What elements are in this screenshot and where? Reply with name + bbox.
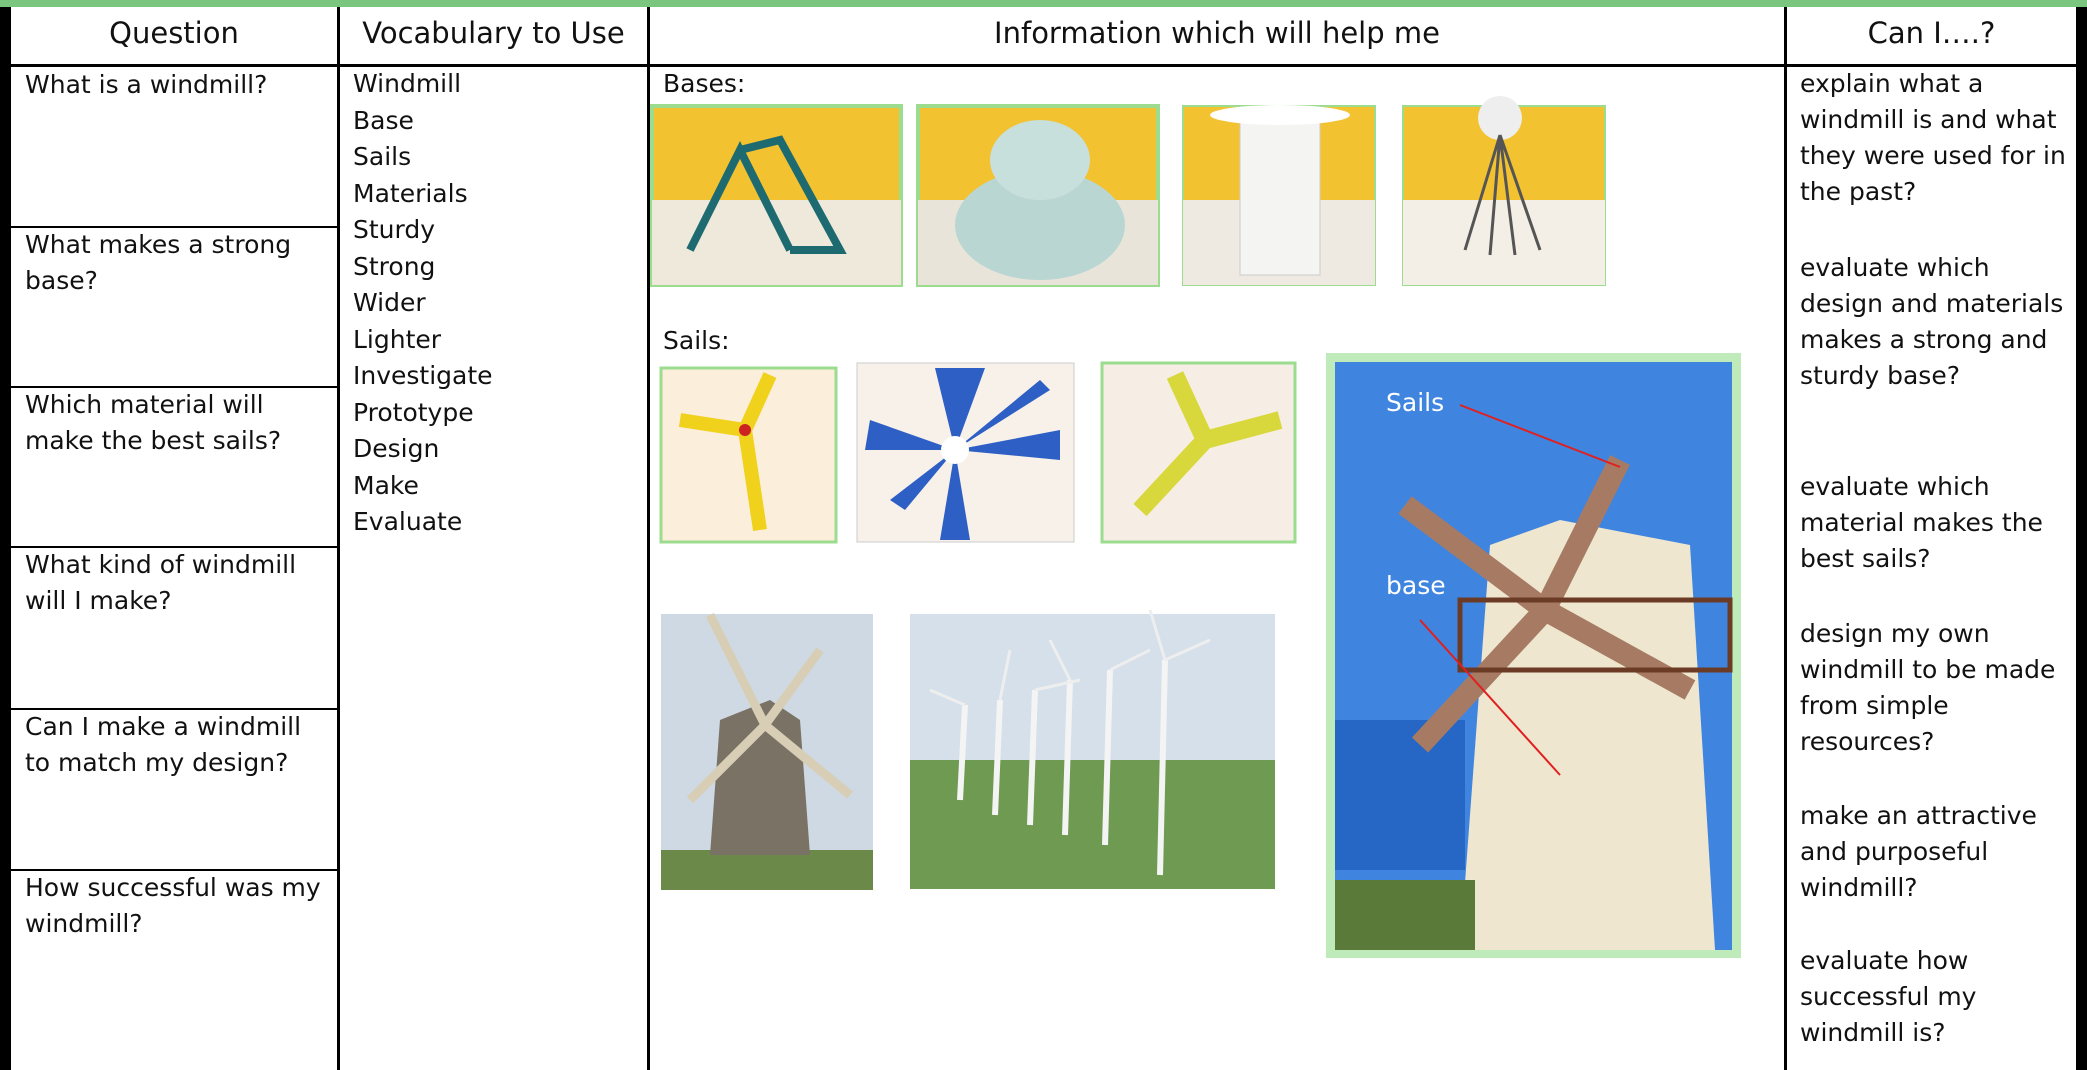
vocabulary-word: Lighter [353,322,441,358]
sails-label: Sails: [663,326,730,355]
annotation: base [1386,571,1446,600]
question: What is a windmill? [25,67,330,103]
can-i-item: design my own windmill to be made from s… [1800,616,2075,760]
base-photo [652,106,901,285]
vocabulary-word: Prototype [353,395,474,431]
vocabulary-word: Investigate [353,358,493,394]
vocabulary-word: Make [353,468,419,504]
turbine-photo [910,610,1275,889]
windmill-photo [661,614,873,890]
can-i-item: make an attractive and purposeful windmi… [1800,798,2075,906]
vocabulary-word: Strong [353,249,435,285]
vocabulary-word: Base [353,103,414,139]
sail-photo [661,368,836,542]
windmill-photo [1326,353,1741,958]
vocabulary-word: Windmill [353,66,461,102]
annotation: Sails [1386,388,1444,417]
row-line [11,708,337,710]
sail-photo [1102,363,1295,542]
question: How successful was my windmill? [25,870,330,942]
can-i-item: evaluate which design and materials make… [1800,250,2075,394]
can-i-item: evaluate how successful my windmill is? [1800,943,2075,1051]
vocabulary-word: Sails [353,139,411,175]
question: What kind of windmill will I make? [25,547,330,619]
vocabulary-word: Sturdy [353,212,435,248]
base-photo [1183,105,1375,285]
row-line [11,869,337,871]
row-line [11,546,337,548]
vocabulary-word: Materials [353,176,468,212]
question: What makes a strong base? [25,227,330,299]
page: Question Vocabulary to Use Information w… [0,0,2087,1070]
question: Can I make a windmill to match my design… [25,709,330,781]
question: Which material will make the best sails? [25,387,330,459]
base-photo [918,106,1158,285]
vocabulary-word: Evaluate [353,504,462,540]
vocabulary-word: Wider [353,285,426,321]
sail-photo [857,363,1074,542]
vocabulary-word: Design [353,431,439,467]
base-photo [1403,96,1605,285]
can-i-item: evaluate which material makes the best s… [1800,469,2075,577]
row-line [11,226,337,228]
row-line [11,386,337,388]
bases-label: Bases: [663,69,745,98]
can-i-item: explain what a windmill is and what they… [1800,66,2075,210]
